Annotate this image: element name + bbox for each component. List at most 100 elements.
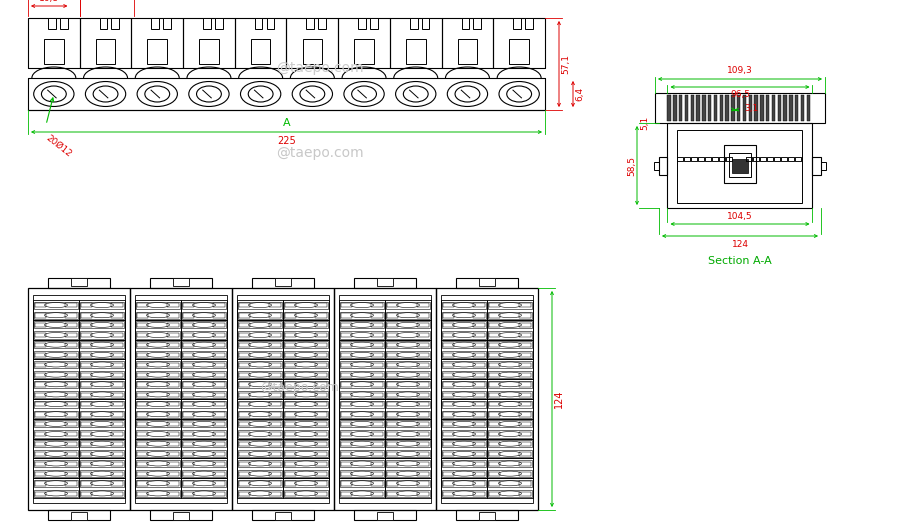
Bar	[387, 442, 398, 446]
Bar	[182, 420, 226, 428]
Bar	[136, 411, 180, 418]
Bar	[286, 18, 338, 68]
Bar	[338, 419, 384, 439]
Bar	[81, 333, 93, 337]
Bar	[238, 440, 282, 447]
Bar	[489, 393, 500, 397]
Bar	[341, 492, 352, 496]
Bar	[340, 312, 383, 319]
Bar	[386, 401, 429, 408]
Text: 124: 124	[553, 390, 563, 408]
Text: @taepo.com: @taepo.com	[276, 61, 363, 75]
Bar	[49, 278, 109, 288]
Bar	[340, 381, 383, 388]
Bar	[81, 472, 93, 476]
Bar	[443, 373, 454, 377]
Bar	[65, 353, 77, 357]
Bar	[182, 341, 226, 348]
Bar	[315, 373, 326, 377]
Bar	[341, 382, 352, 386]
Text: 6,4: 6,4	[575, 87, 584, 101]
Bar	[731, 95, 733, 121]
Bar	[34, 332, 78, 338]
Bar	[315, 482, 326, 486]
Bar	[131, 18, 183, 68]
Bar	[315, 412, 326, 417]
Bar	[409, 18, 417, 29]
Bar	[34, 420, 78, 428]
Bar	[440, 399, 486, 419]
Bar	[80, 430, 124, 438]
Bar	[33, 340, 79, 360]
Bar	[285, 492, 296, 496]
Bar	[387, 461, 398, 466]
Bar	[34, 301, 78, 309]
Bar	[182, 460, 226, 467]
Bar	[135, 478, 181, 498]
Bar	[487, 480, 531, 487]
Bar	[417, 482, 428, 486]
Bar	[111, 18, 119, 29]
Bar	[182, 470, 226, 477]
Bar	[238, 391, 282, 398]
Bar	[35, 333, 47, 337]
Bar	[238, 401, 282, 408]
Bar	[34, 371, 78, 378]
Bar	[285, 482, 296, 486]
Bar	[151, 18, 159, 29]
Bar	[658, 156, 667, 174]
Bar	[417, 303, 428, 307]
Bar	[340, 490, 383, 497]
Bar	[341, 343, 352, 347]
Bar	[34, 401, 78, 408]
Bar	[726, 157, 732, 161]
Bar	[794, 95, 798, 121]
Bar	[183, 382, 194, 386]
Bar	[443, 393, 454, 397]
Bar	[237, 300, 283, 320]
Bar	[65, 472, 77, 476]
Bar	[237, 295, 329, 503]
Bar	[387, 363, 398, 367]
Bar	[65, 432, 77, 436]
Bar	[487, 351, 531, 359]
Bar	[238, 381, 282, 388]
Bar	[65, 442, 77, 446]
Bar	[806, 95, 809, 121]
Bar	[239, 422, 250, 426]
Bar	[519, 492, 530, 496]
Text: 58,5: 58,5	[627, 156, 636, 175]
Bar	[34, 391, 78, 398]
Bar	[302, 39, 322, 64]
Bar	[341, 452, 352, 456]
Bar	[489, 432, 500, 436]
Bar	[65, 303, 77, 307]
Bar	[443, 492, 454, 496]
Bar	[111, 472, 123, 476]
Bar	[238, 470, 282, 477]
Bar	[698, 157, 704, 161]
Text: 3,1: 3,1	[743, 104, 757, 113]
Bar	[111, 303, 123, 307]
Bar	[284, 391, 328, 398]
Bar	[183, 303, 194, 307]
Bar	[387, 353, 398, 357]
Bar	[489, 314, 500, 317]
Bar	[417, 461, 428, 466]
Bar	[676, 157, 683, 161]
Bar	[80, 420, 124, 428]
Bar	[417, 382, 428, 386]
Text: @taepo.com: @taepo.com	[260, 382, 339, 394]
Bar	[371, 303, 382, 307]
Bar	[269, 363, 280, 367]
Bar	[285, 353, 296, 357]
Bar	[417, 333, 428, 337]
Bar	[251, 39, 270, 64]
Bar	[315, 353, 326, 357]
Bar	[443, 432, 454, 436]
Bar	[267, 18, 274, 29]
Bar	[441, 312, 485, 319]
Bar	[34, 460, 78, 467]
Bar	[489, 303, 500, 307]
Bar	[79, 379, 125, 399]
